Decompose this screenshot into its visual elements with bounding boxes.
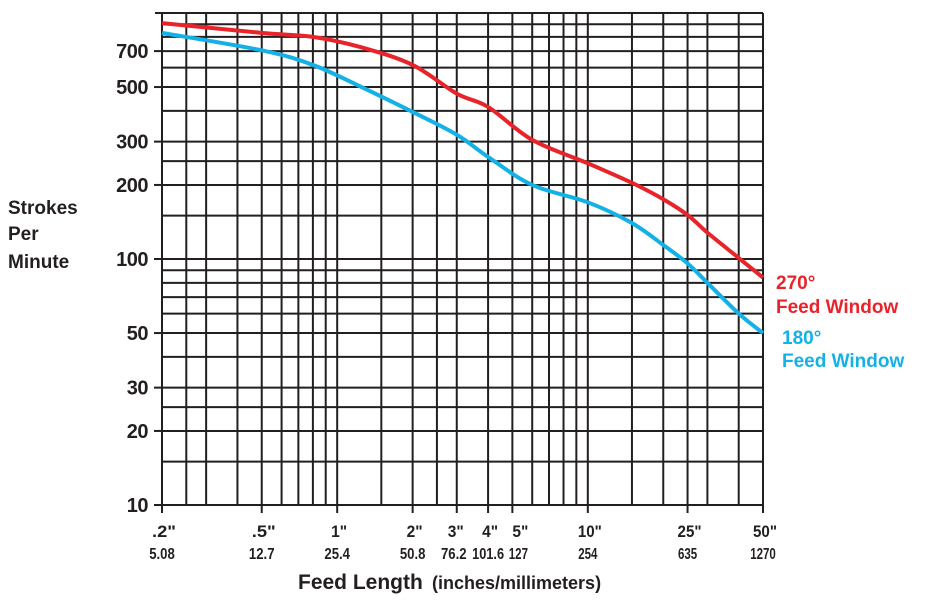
x-tick-label-mm: 12.7 — [249, 546, 275, 563]
x-tick-label-mm: 25.4 — [324, 546, 350, 563]
x-tick-label-mm: 5.08 — [149, 546, 175, 563]
x-tick-label-inches: 50" — [753, 522, 777, 541]
series-270-feed-window-line — [161, 21, 765, 280]
x-tick-label-inches: .5" — [252, 522, 276, 541]
y-label-line-1: Strokes — [8, 198, 78, 219]
x-tick-label-inches: 4" — [482, 522, 498, 541]
x-tick-label-inches: 25" — [678, 522, 702, 541]
x-tick-label-mm: 635 — [678, 546, 697, 563]
x-tick-label-mm: 127 — [509, 546, 528, 563]
x-tick-label-mm: 254 — [578, 546, 597, 563]
x-axis-title: Feed Length — [298, 571, 423, 594]
y-tick-label: 700 — [116, 41, 148, 63]
legend: 270° Feed Window 180° Feed Window — [776, 273, 904, 372]
y-tick-label: 500 — [116, 77, 148, 99]
x-tick-label-inches: 5" — [512, 522, 528, 541]
y-tick-label: 30 — [127, 378, 149, 400]
y-axis-label: Strokes Per Minute — [8, 198, 78, 273]
legend-180-feed-window: Feed Window — [782, 351, 904, 372]
x-tick-label-inches: 1" — [331, 522, 347, 541]
x-tick-label-mm: 76.2 — [441, 546, 467, 563]
y-tick-label: 100 — [116, 249, 148, 271]
x-tick-label-mm: 101.6 — [472, 546, 504, 563]
x-tick-label-inches: .2" — [152, 522, 176, 541]
x-tick-label-inches: 2" — [407, 522, 423, 541]
x-tick-label-mm: 50.8 — [400, 546, 426, 563]
y-label-line-2: Per — [8, 224, 39, 245]
y-tick-label: 300 — [116, 132, 148, 154]
legend-270-feed-window: Feed Window — [776, 297, 898, 318]
y-tick-labels: 700 500 300 200 100 50 30 20 10 — [116, 41, 162, 517]
x-tick-label-inches: 3" — [448, 522, 464, 541]
y-tick-label: 200 — [116, 175, 148, 197]
x-axis-units: (inches/millimeters) — [432, 573, 601, 593]
grid — [155, 12, 764, 506]
x-tick-label-inches: 10" — [578, 522, 602, 541]
legend-270-degree: 270° — [776, 273, 815, 294]
x-tick-label-mm: 1270 — [750, 546, 776, 563]
y-tick-label: 20 — [127, 421, 149, 443]
curves — [161, 21, 765, 335]
legend-180-degree: 180° — [782, 328, 821, 349]
x-tick-labels: .2" 5.08 .5" 12.7 1" 25.4 2" 50.8 3" 76.2 4" 101.6 5… — [149, 505, 777, 563]
y-label-line-3: Minute — [8, 252, 69, 273]
y-tick-label: 10 — [127, 495, 149, 517]
y-tick-label: 50 — [127, 323, 149, 345]
series-180-feed-window-line — [161, 30, 765, 335]
